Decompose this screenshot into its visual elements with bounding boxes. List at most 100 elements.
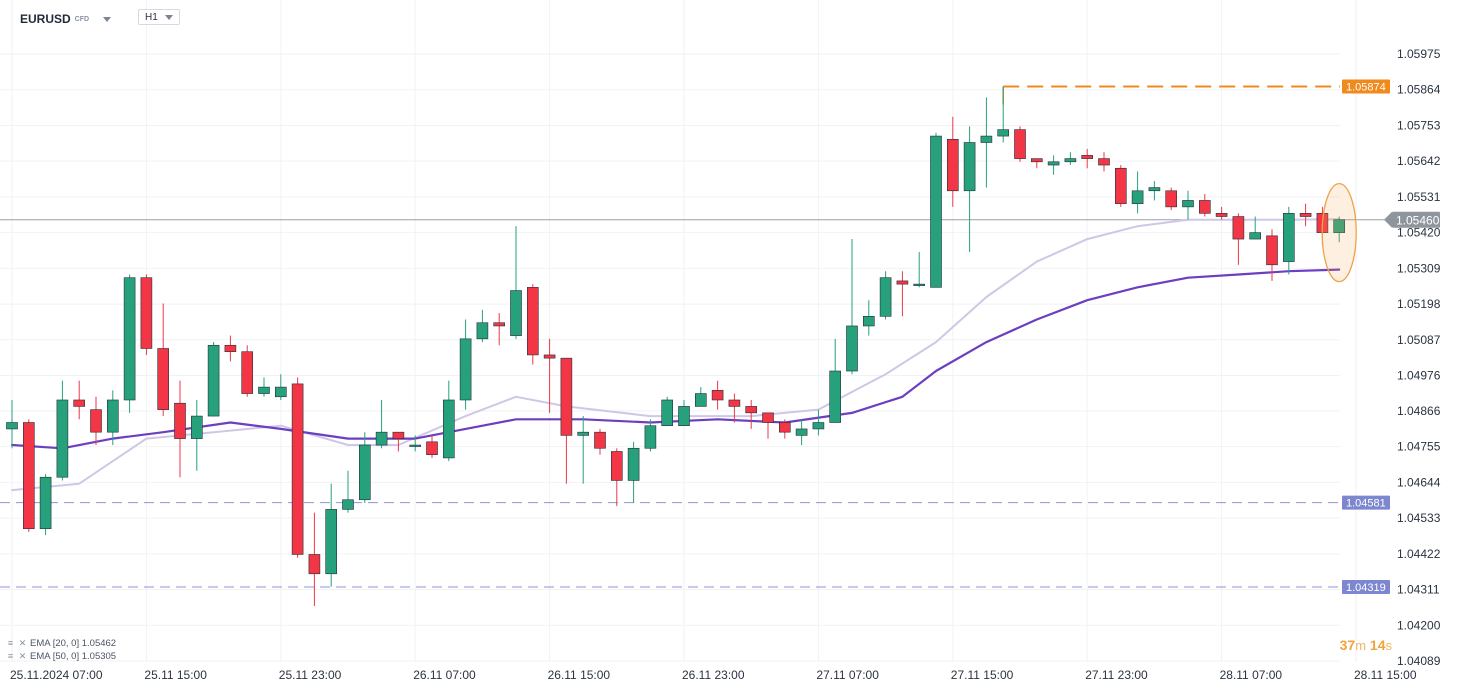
candle-body (812, 422, 825, 430)
candle-up (913, 251, 926, 288)
candle-body (426, 441, 438, 455)
price-tag-high: 1.05874 (1342, 79, 1390, 94)
candle-body (997, 129, 1010, 137)
price-tag-label: 1.04581 (1346, 498, 1386, 510)
candle-body (829, 370, 842, 423)
time-tick-label: 27.11 23:00 (1085, 668, 1148, 682)
candle-body (358, 444, 371, 501)
candle-body (762, 412, 774, 423)
close-icon[interactable]: ✕ (18, 638, 27, 648)
candle-body (90, 409, 102, 433)
candle-body (375, 431, 388, 446)
chevron-down-icon[interactable] (103, 16, 112, 22)
settings-icon[interactable]: ≡ (7, 651, 14, 661)
candle-body (846, 325, 858, 372)
timer-minutes: 37 (1339, 637, 1356, 653)
candle-body (1232, 216, 1245, 240)
timer-seconds: 14 (1369, 637, 1386, 653)
close-icon[interactable]: ✕ (18, 651, 27, 661)
candle-body (1014, 129, 1026, 159)
candle-up (963, 126, 976, 252)
price-tick-label: 1.04311 (1397, 583, 1440, 597)
candle-body (644, 425, 657, 449)
candle-body (627, 447, 640, 481)
candle-body (930, 135, 942, 288)
candle-up (510, 226, 522, 339)
candle-up (191, 399, 203, 471)
candle-body (1098, 158, 1110, 166)
candle-down (291, 377, 304, 558)
time-tick-label: 25.11 23:00 (279, 668, 342, 682)
candle-up (375, 399, 388, 449)
candle-down (594, 428, 606, 455)
candle-up (930, 132, 942, 288)
candle-body (409, 444, 422, 447)
candle-body (123, 277, 136, 401)
candle-body (308, 554, 321, 575)
chevron-down-icon (165, 14, 173, 20)
price-tick-label: 1.05420 (1397, 226, 1441, 240)
price-tag-label: 1.05874 (1346, 82, 1386, 94)
candle-up (577, 416, 590, 484)
timer-minutes-unit: m (1355, 638, 1367, 653)
candle-down (778, 419, 791, 439)
candle-up (1064, 152, 1077, 166)
candle-down (560, 357, 573, 484)
candle-body (1148, 187, 1161, 192)
candle-down (1115, 165, 1127, 207)
candle-down (610, 448, 623, 507)
candle-body (493, 322, 506, 327)
instrument-type: CFD (74, 15, 90, 23)
candle-up (812, 409, 825, 436)
candle-up (980, 97, 993, 188)
price-tick-label: 1.05975 (1397, 47, 1441, 61)
time-axis: 25.11.2024 07:00 25.11 15:00 25.11 23:00 26… (10, 668, 1417, 682)
candle-up (56, 380, 69, 481)
candle-body (1047, 161, 1060, 166)
candle-body (560, 357, 573, 436)
legend-ema20: ≡ ✕ EMA [20, 0] 1.05462 (6, 637, 116, 650)
candle-body (258, 386, 270, 394)
candle-body (1266, 235, 1278, 266)
candle-up (358, 432, 371, 503)
time-tick-label: 26.11 23:00 (682, 668, 745, 682)
price-tick-label: 1.05864 (1397, 83, 1441, 97)
candle-body (274, 386, 287, 398)
settings-icon[interactable]: ≡ (7, 638, 14, 648)
candle-down (711, 380, 724, 410)
price-tick-label: 1.05309 (1397, 261, 1441, 275)
candle-down (526, 284, 539, 365)
candle-body (22, 422, 35, 530)
candle-body (6, 422, 18, 430)
candle-up (442, 380, 455, 462)
candle-down (1266, 229, 1278, 281)
time-tick-label: 25.11 15:00 (144, 668, 207, 682)
timeframe-select[interactable]: H1 (138, 9, 180, 25)
candle-down (392, 431, 405, 452)
symbol-name: EURUSD (20, 12, 71, 26)
candle-body (1165, 190, 1177, 208)
indicator-legend: ≡ ✕ EMA [20, 0] 1.05462 ≡ ✕ EMA [50, 0] … (6, 637, 116, 663)
candle-body (1299, 213, 1312, 217)
price-tick-label: 1.04644 (1397, 475, 1441, 489)
time-tick-label: 28.11 07:00 (1220, 668, 1283, 682)
price-tick-label: 1.05531 (1397, 190, 1441, 204)
candle-body (862, 316, 875, 327)
candle-up (1182, 190, 1194, 220)
candle-down (1299, 203, 1312, 227)
price-tick-label: 1.04422 (1397, 547, 1441, 561)
time-tick-label: 28.11 15:00 (1354, 668, 1417, 682)
candle-body (291, 383, 304, 555)
candle-body (1131, 190, 1144, 204)
candle-body (1031, 158, 1043, 163)
candle-up (107, 390, 119, 446)
symbol-selector[interactable]: EURUSD CFD (20, 10, 112, 28)
candle-body (325, 509, 338, 575)
candle-body (879, 277, 892, 317)
candle-down (1199, 194, 1211, 217)
legend-ema50: ≡ ✕ EMA [50, 0] 1.05305 (6, 650, 116, 663)
candle-down (140, 274, 153, 355)
price-tag-support: 1.04319 (1342, 579, 1390, 594)
time-tick-label: 27.11 15:00 (951, 668, 1014, 682)
